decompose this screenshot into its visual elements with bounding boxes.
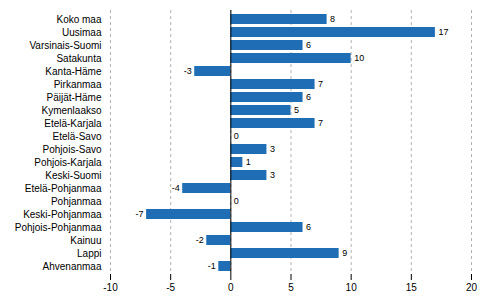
svg-text:Lappi: Lappi	[77, 248, 101, 259]
svg-text:0: 0	[234, 131, 239, 141]
svg-text:0: 0	[234, 196, 239, 206]
svg-text:9: 9	[342, 248, 347, 258]
svg-text:Koko maa: Koko maa	[56, 14, 101, 25]
svg-text:-5: -5	[166, 282, 175, 293]
svg-text:5: 5	[288, 282, 294, 293]
svg-text:6: 6	[306, 92, 311, 102]
svg-text:-1: -1	[208, 261, 216, 271]
svg-text:Etelä-Karjala: Etelä-Karjala	[44, 118, 102, 129]
svg-text:Varsinais-Suomi: Varsinais-Suomi	[29, 40, 101, 51]
svg-text:1: 1	[246, 157, 251, 167]
svg-text:6: 6	[306, 222, 311, 232]
svg-text:Kainuu: Kainuu	[70, 235, 101, 246]
svg-text:Keski-Pohjanmaa: Keski-Pohjanmaa	[23, 209, 102, 220]
svg-text:Pohjanmaa: Pohjanmaa	[51, 196, 102, 207]
svg-text:Kymenlaakso: Kymenlaakso	[41, 105, 101, 116]
svg-text:Uusimaa: Uusimaa	[62, 27, 102, 38]
svg-text:Pirkanmaa: Pirkanmaa	[54, 79, 102, 90]
svg-text:Etelä-Pohjanmaa: Etelä-Pohjanmaa	[25, 183, 102, 194]
svg-text:0: 0	[228, 282, 234, 293]
svg-text:Pohjois-Karjala: Pohjois-Karjala	[34, 157, 102, 168]
svg-text:Etelä-Savo: Etelä-Savo	[53, 131, 102, 142]
svg-text:-2: -2	[196, 235, 204, 245]
svg-text:6: 6	[306, 40, 311, 50]
svg-text:15: 15	[406, 282, 418, 293]
svg-text:Satakunta: Satakunta	[56, 53, 101, 64]
svg-text:17: 17	[438, 27, 448, 37]
svg-text:10: 10	[346, 282, 358, 293]
svg-text:5: 5	[294, 105, 299, 115]
svg-text:7: 7	[318, 118, 323, 128]
svg-text:Keski-Suomi: Keski-Suomi	[45, 170, 101, 181]
svg-text:10: 10	[354, 53, 364, 63]
svg-text:-10: -10	[103, 282, 118, 293]
svg-text:-4: -4	[172, 183, 180, 193]
svg-text:3: 3	[270, 170, 275, 180]
svg-text:7: 7	[318, 79, 323, 89]
svg-text:Päijät-Häme: Päijät-Häme	[46, 92, 101, 103]
svg-text:8: 8	[330, 14, 335, 24]
svg-text:20: 20	[466, 282, 478, 293]
svg-text:Pohjois-Savo: Pohjois-Savo	[43, 144, 102, 155]
svg-text:3: 3	[270, 144, 275, 154]
svg-text:Pohjois-Pohjanmaa: Pohjois-Pohjanmaa	[15, 222, 102, 233]
svg-text:-7: -7	[136, 209, 144, 219]
svg-text:Kanta-Häme: Kanta-Häme	[45, 66, 102, 77]
svg-text:-3: -3	[184, 66, 192, 76]
svg-text:Ahvenanmaa: Ahvenanmaa	[43, 261, 102, 272]
